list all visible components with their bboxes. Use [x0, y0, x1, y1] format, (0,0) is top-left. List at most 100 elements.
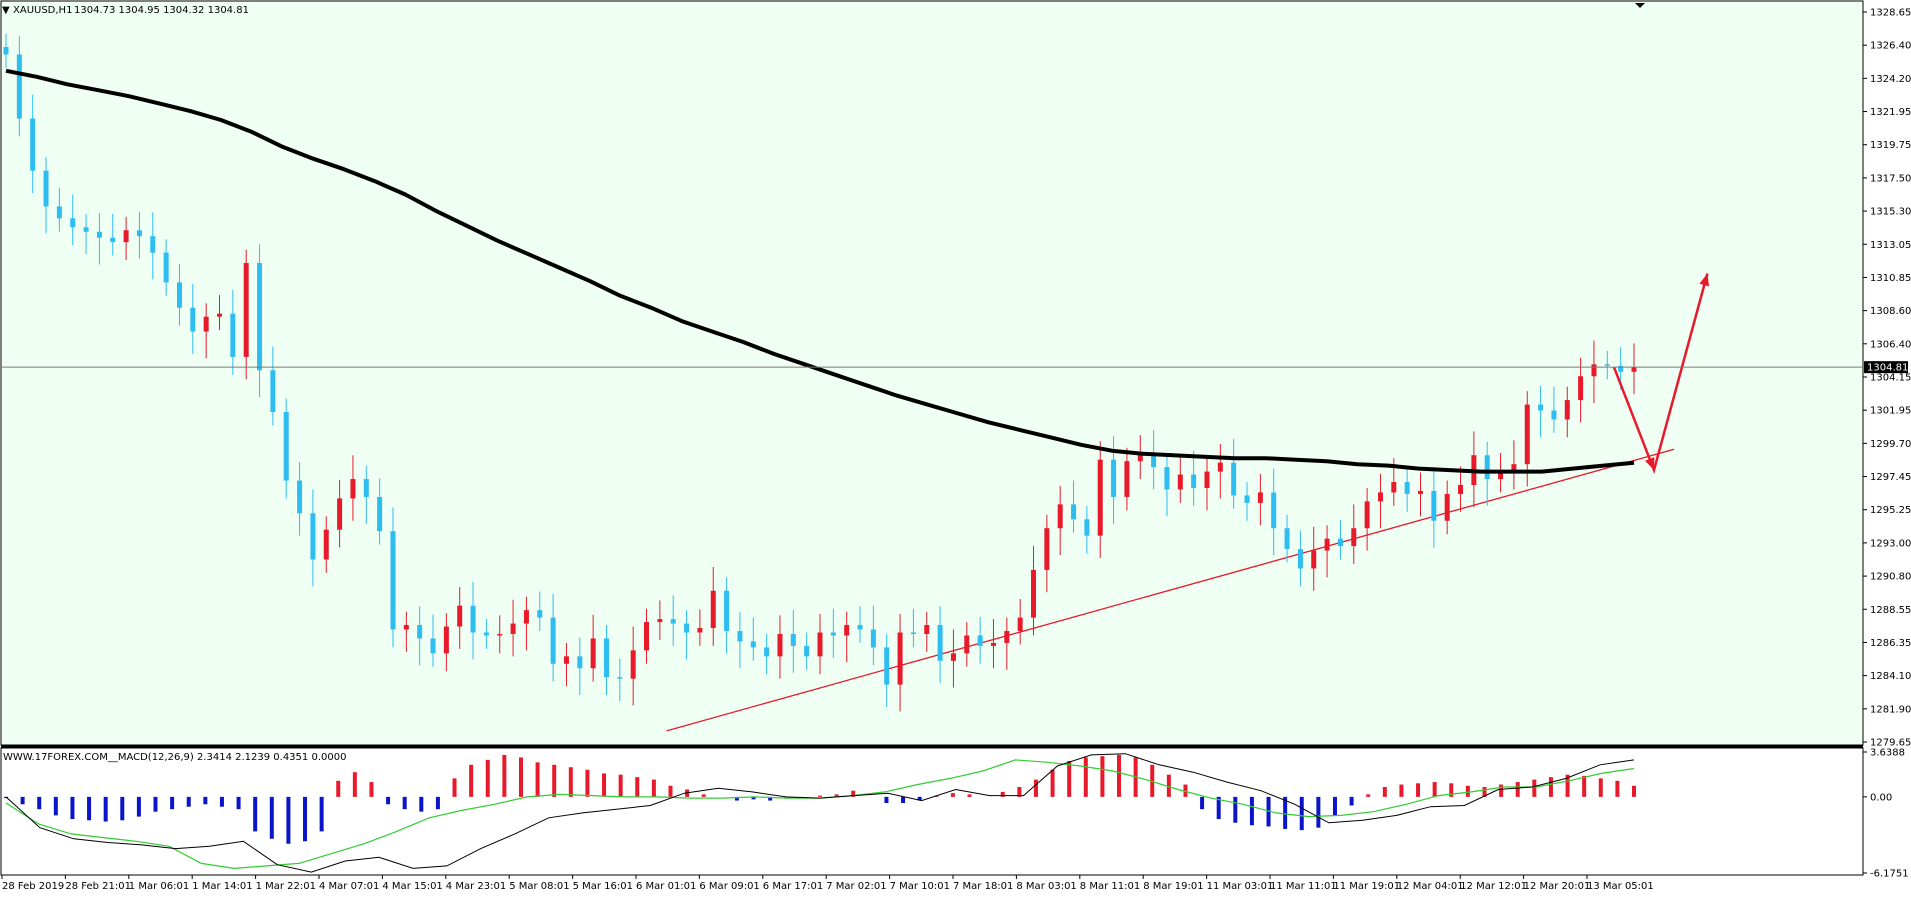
macd-axis-label: 3.6388 — [1870, 748, 1905, 759]
candle — [1177, 455, 1183, 503]
candle-body — [804, 645, 810, 657]
candle — [550, 593, 556, 682]
candle — [230, 289, 236, 375]
candle — [56, 187, 62, 232]
macd-axis-label: -6.1751 — [1870, 869, 1909, 880]
candle — [937, 606, 943, 684]
candle — [830, 608, 836, 658]
candle — [1364, 487, 1370, 551]
time-axis-label: 12 Mar 04:01 — [1397, 881, 1464, 892]
candle — [417, 606, 423, 666]
candle — [950, 629, 956, 688]
candle-body — [136, 230, 142, 237]
candle — [670, 595, 676, 646]
candle — [443, 613, 449, 672]
time-axis-label: 4 Mar 15:01 — [382, 881, 442, 892]
candle-body — [1017, 617, 1023, 632]
candle — [1591, 340, 1597, 404]
candle-body — [990, 642, 996, 646]
chart-shift-marker-icon[interactable] — [1635, 3, 1645, 8]
candle — [323, 516, 329, 573]
candle — [403, 611, 409, 652]
candle-body — [884, 647, 890, 685]
candle-body — [243, 263, 249, 357]
candle-body — [1084, 519, 1090, 536]
candle — [337, 479, 343, 548]
candle-body — [3, 47, 9, 55]
price-axis-label: 1304.15 — [1870, 373, 1911, 384]
candle-body — [56, 206, 62, 219]
candle — [657, 600, 663, 640]
candle — [1337, 520, 1343, 560]
candle-body — [1604, 364, 1610, 366]
candle — [523, 596, 529, 651]
candle — [817, 613, 823, 675]
candle — [563, 642, 569, 687]
candle — [297, 461, 303, 536]
candle — [737, 612, 743, 669]
candle — [590, 614, 596, 682]
candle — [790, 610, 796, 673]
candle-body — [1391, 482, 1397, 493]
time-axis-label: 28 Feb 2019 — [2, 881, 64, 892]
candle-body — [1404, 482, 1410, 494]
candle-body — [910, 632, 916, 634]
moving-average-line — [5, 68, 1635, 474]
candle — [217, 295, 223, 331]
price-axis-label: 1279.65 — [1870, 738, 1911, 749]
candle-body — [1071, 504, 1077, 520]
time-axis-label: 6 Mar 17:01 — [763, 881, 823, 892]
candle-body — [70, 218, 76, 228]
candle-body — [897, 632, 903, 685]
candle-body — [1004, 631, 1010, 643]
candle-body — [1044, 528, 1050, 570]
candle-body — [1324, 538, 1330, 551]
support-trendline[interactable] — [666, 448, 1675, 732]
candle-body — [443, 626, 449, 654]
candle-body — [1364, 501, 1370, 529]
candle — [30, 94, 36, 194]
candle — [1257, 473, 1263, 526]
price-axis-label: 1286.35 — [1870, 638, 1911, 649]
candle — [910, 608, 916, 648]
candle — [764, 633, 770, 675]
candle-body — [1511, 464, 1517, 472]
candle-body — [724, 590, 730, 632]
candle-body — [163, 252, 169, 283]
candle — [1217, 444, 1223, 499]
price-axis-label: 1310.85 — [1870, 273, 1911, 284]
time-axis-label: 12 Mar 20:01 — [1524, 881, 1591, 892]
candle — [870, 605, 876, 666]
current-price-tag — [1864, 361, 1908, 374]
candle-body — [1177, 474, 1183, 490]
candle-body — [817, 632, 823, 657]
price-axis-label: 1288.55 — [1870, 605, 1911, 616]
candle — [43, 157, 49, 234]
time-axis-label: 11 Mar 11:01 — [1270, 881, 1337, 892]
candle-body — [1618, 365, 1624, 372]
candle — [1311, 526, 1317, 591]
time-axis-label: 8 Mar 11:01 — [1080, 881, 1140, 892]
price-axis-label: 1301.95 — [1870, 406, 1911, 417]
candle — [1004, 617, 1010, 670]
candle-body — [577, 656, 583, 669]
candle-body — [870, 629, 876, 648]
time-axis-label: 1 Mar 22:01 — [256, 881, 316, 892]
projection-arrow[interactable] — [1612, 273, 1709, 475]
symbol-caret-icon[interactable]: ▼ — [2, 5, 10, 16]
candle-body — [750, 641, 756, 648]
candle — [377, 478, 383, 545]
candle — [1071, 480, 1077, 533]
candle-body — [1351, 528, 1357, 547]
candle-body — [603, 638, 609, 678]
candle — [203, 303, 209, 359]
candle — [163, 239, 169, 296]
candle-body — [737, 631, 743, 642]
candle-body — [657, 619, 663, 623]
candle-body — [924, 625, 930, 634]
candle — [857, 606, 863, 643]
candle-body — [230, 313, 236, 357]
candle — [1284, 514, 1290, 563]
candle-body — [203, 316, 209, 332]
